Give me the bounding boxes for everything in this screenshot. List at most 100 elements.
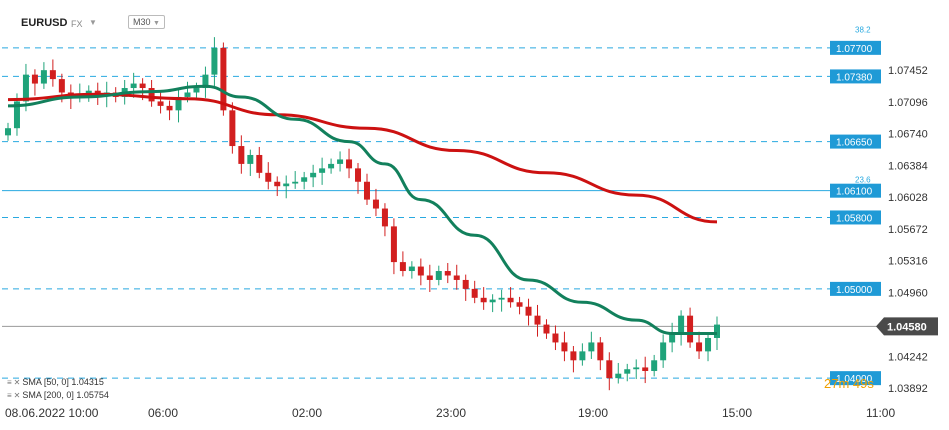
candle-body: [381, 208, 388, 227]
candle-body: [31, 74, 38, 84]
level-tag-label: 1.06650: [836, 138, 873, 149]
candle-body: [139, 83, 146, 89]
candle-body: [705, 337, 712, 352]
candle-body: [283, 183, 290, 187]
symbol-label[interactable]: EURUSD: [21, 17, 68, 29]
candle-body: [184, 92, 191, 97]
level-tag: [830, 281, 881, 296]
candle-body: [346, 159, 353, 169]
legend-sma-fast[interactable]: ≡ ✕ SMA [50, 0] 1.04315: [7, 377, 104, 387]
candle-body: [265, 172, 272, 182]
level-tag-label: 1.05800: [836, 213, 873, 224]
candle-body: [561, 342, 568, 352]
level-tag: [830, 40, 881, 55]
candle-body: [40, 70, 47, 84]
candle-body: [480, 297, 487, 303]
candle-body: [372, 199, 379, 209]
market-label: FX: [71, 19, 83, 29]
candle-body: [579, 351, 586, 361]
y-tick-label: 1.04960: [888, 287, 928, 299]
candle-body: [130, 83, 137, 89]
y-tick-label: 1.06384: [888, 160, 928, 172]
candle-body: [337, 159, 344, 164]
candle-body: [85, 90, 92, 95]
candle-body: [5, 128, 11, 136]
candle-body: [552, 333, 559, 343]
candle-body: [642, 367, 649, 372]
candle-body: [444, 271, 451, 276]
candle-body: [525, 306, 532, 316]
y-tick-label: 1.07096: [888, 97, 928, 109]
candle-body: [247, 154, 254, 164]
candle-body: [220, 47, 227, 111]
candle-body: [462, 279, 469, 289]
candle-body: [543, 324, 550, 334]
level-tag-label: 1.07380: [836, 72, 873, 83]
y-tick-label: 1.04242: [888, 352, 928, 364]
legend-sma-slow-label: SMA [200, 0] 1.05754: [22, 390, 109, 400]
level-tag-label: 1.07700: [836, 44, 873, 55]
candle-body: [274, 181, 281, 187]
candle-body: [417, 266, 424, 276]
fib-label: 38.2: [855, 25, 871, 34]
candle-body: [498, 297, 505, 300]
x-tick-label: 08.06.2022 10:00: [5, 406, 99, 420]
candle-body: [363, 181, 370, 200]
x-tick-label: 11:00: [866, 406, 895, 420]
candle-body: [202, 74, 209, 89]
level-tag: [830, 210, 881, 225]
remove-indicator-icon[interactable]: ✕: [13, 390, 21, 400]
candle-body: [471, 288, 478, 298]
current-price-tag: [876, 317, 938, 336]
candle-body: [256, 154, 263, 173]
x-tick-label: 15:00: [722, 406, 752, 420]
candle-body: [633, 367, 640, 370]
candle-body: [615, 373, 622, 379]
drag-handle-icon[interactable]: ≡: [7, 377, 12, 387]
candle-body: [714, 324, 720, 338]
candle-body: [22, 74, 29, 102]
candle-body: [408, 266, 415, 272]
x-tick-label: 23:00: [436, 406, 466, 420]
candle-body: [310, 172, 317, 178]
candle-body: [687, 315, 694, 343]
candle-body: [489, 299, 496, 303]
level-tag-label: 1.04000: [836, 374, 873, 385]
candle-body: [319, 168, 326, 173]
candle-body: [660, 342, 667, 361]
candle-body: [229, 110, 236, 147]
candle-body: [426, 275, 433, 280]
candle-body: [58, 79, 65, 93]
candle-body: [157, 101, 164, 106]
current-price-label: 1.04580: [887, 321, 927, 333]
candle-body: [390, 226, 397, 263]
level-tag-label: 1.06100: [836, 187, 873, 198]
candle-body: [211, 47, 218, 75]
legend-sma-fast-label: SMA [50, 0] 1.04315: [22, 377, 104, 387]
candle-body: [597, 342, 604, 361]
legend-sma-slow[interactable]: ≡ ✕ SMA [200, 0] 1.05754: [7, 390, 109, 400]
candle-body: [175, 96, 182, 111]
sma-slow-line: [7, 92, 718, 224]
y-tick-label: 1.03892: [888, 383, 928, 395]
drag-handle-icon[interactable]: ≡: [7, 390, 12, 400]
candle-body: [696, 342, 703, 352]
candle-body: [606, 360, 613, 379]
candle-body: [624, 369, 631, 374]
timeframe-selector[interactable]: M30 ▼: [128, 15, 165, 29]
y-tick-label: 1.05672: [888, 224, 928, 236]
sma-fast-line: [7, 84, 717, 335]
candle-body: [166, 105, 173, 111]
x-tick-label: 19:00: [578, 406, 608, 420]
candle-body: [588, 342, 595, 352]
candle-body: [507, 297, 514, 303]
timeframe-dropdown-icon: ▼: [153, 20, 160, 27]
timeframe-label: M30: [133, 17, 151, 27]
level-tag: [830, 183, 881, 198]
symbol-dropdown-icon[interactable]: ▼: [89, 18, 97, 27]
candle-body: [669, 333, 676, 343]
candle-body: [534, 315, 541, 325]
remove-indicator-icon[interactable]: ✕: [13, 377, 21, 387]
candle-body: [399, 262, 406, 272]
